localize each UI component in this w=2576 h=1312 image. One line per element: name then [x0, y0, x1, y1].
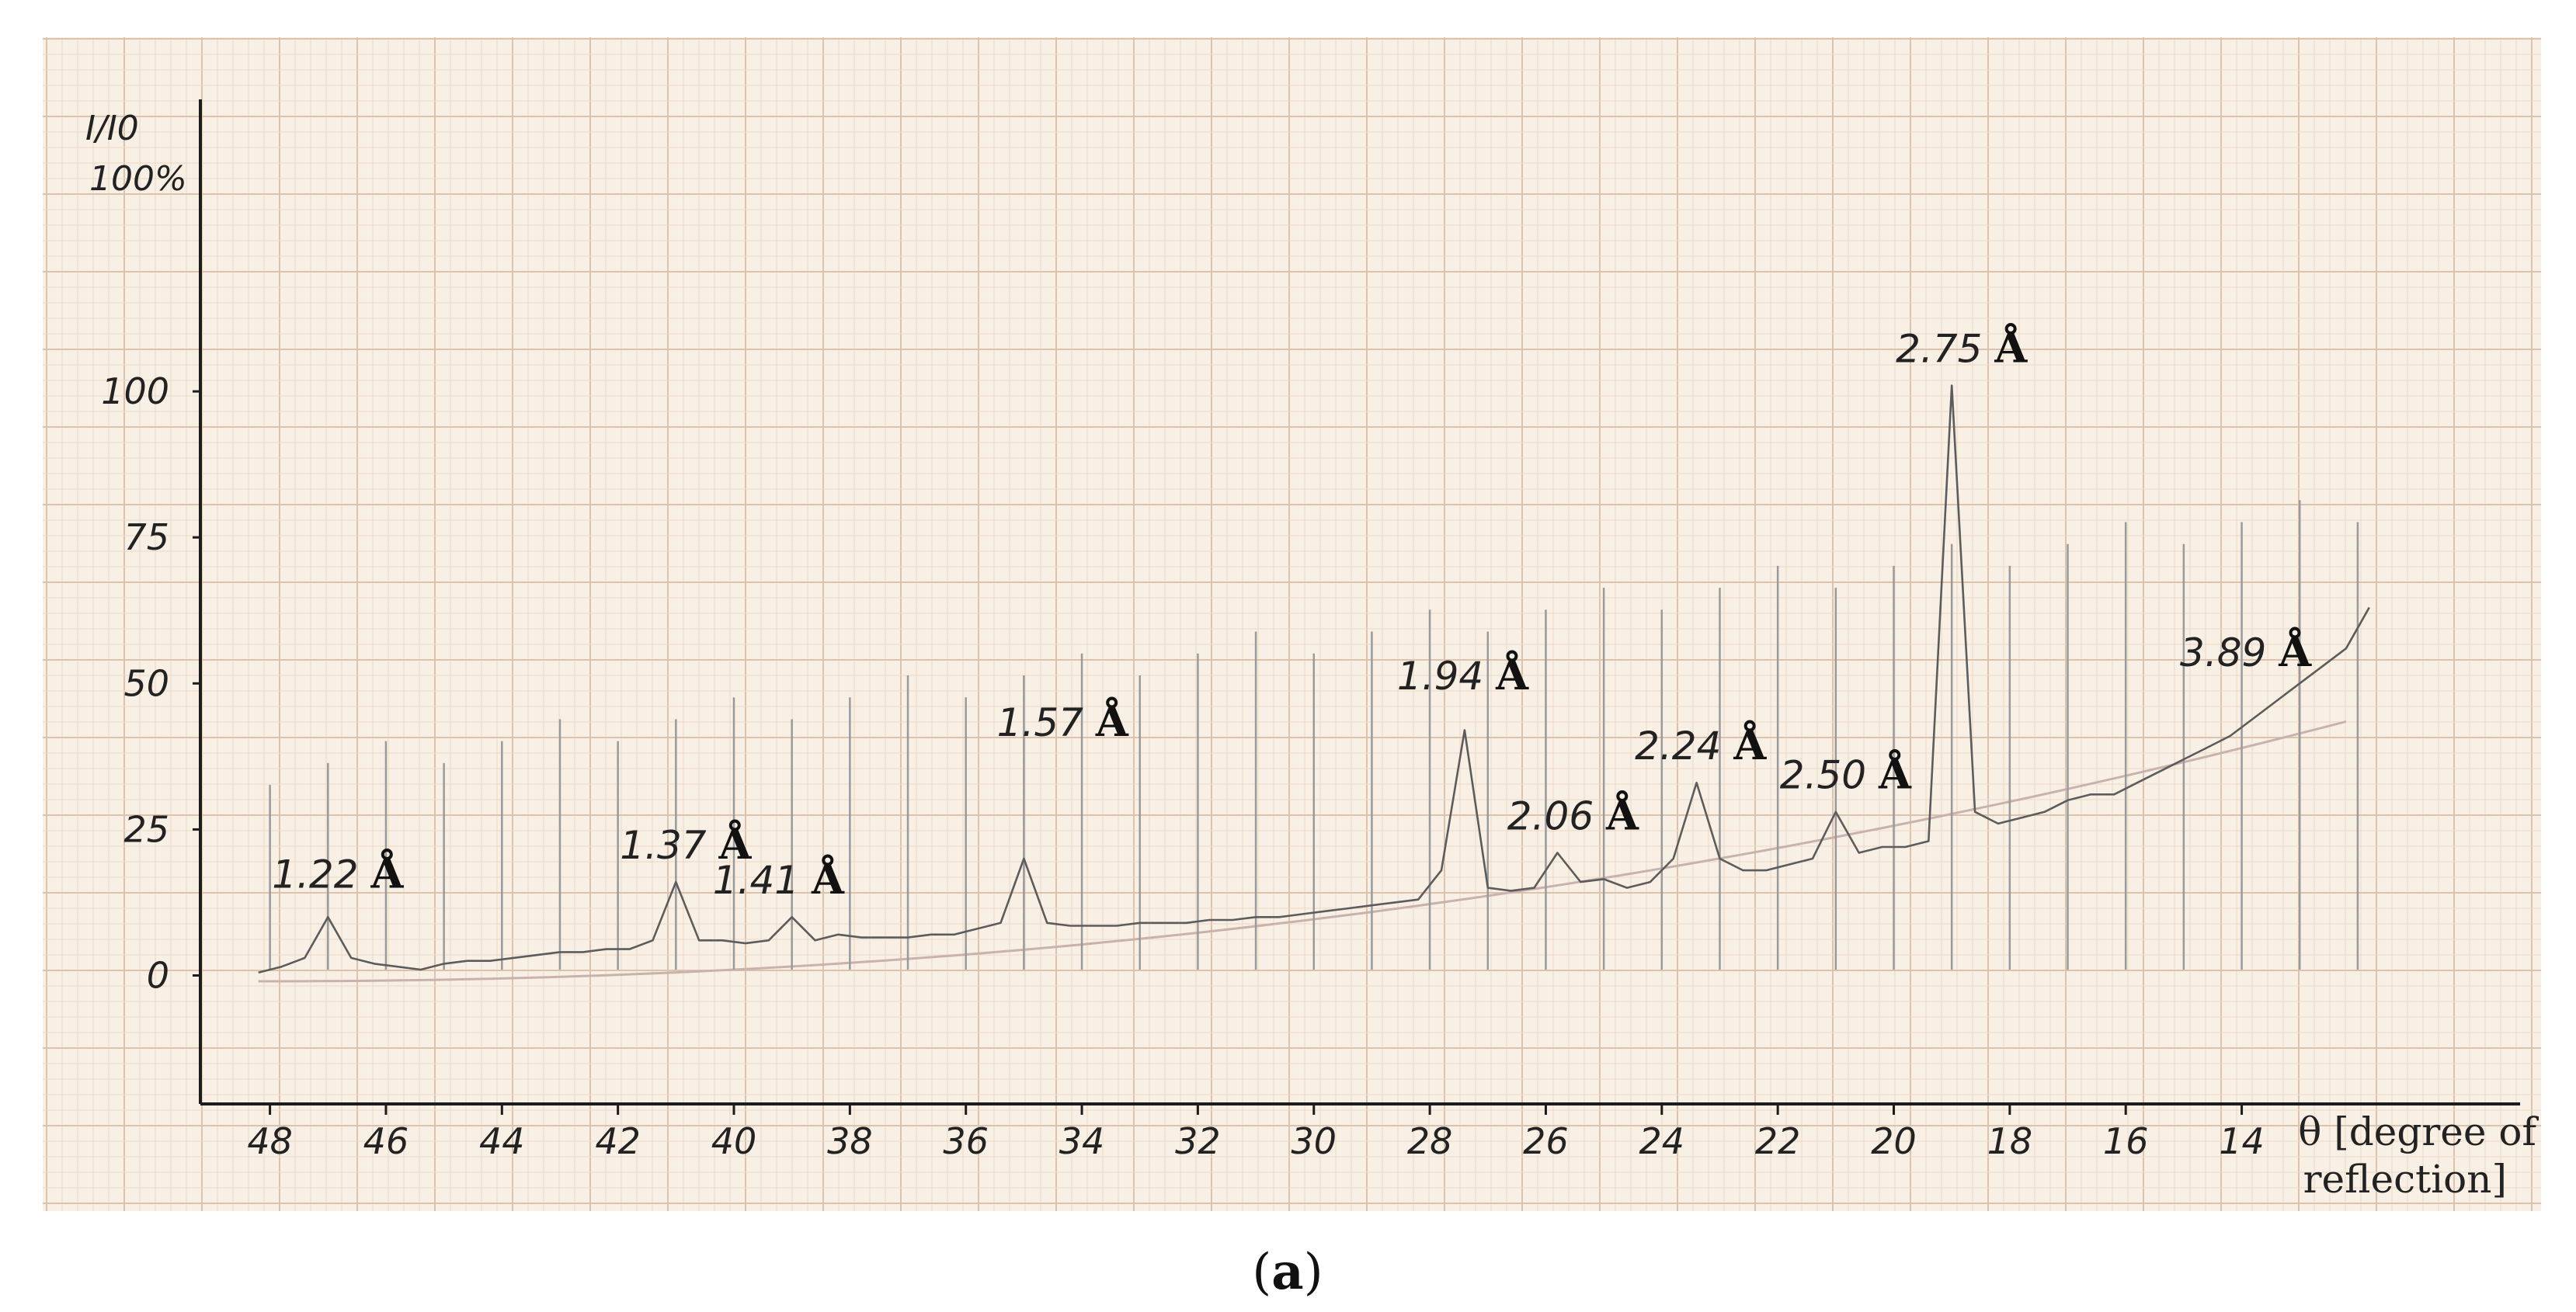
peak-annotation: 1.22 Å [272, 849, 404, 898]
x-tick-label: 44 [479, 1120, 525, 1162]
y-axis-ticks: 0 25 50 75 100 [101, 370, 200, 996]
peak-annotation-value: 2.24 [1635, 724, 1733, 769]
peak-annotation-unit: Å [811, 854, 845, 904]
caption-open-paren: ( [1252, 1244, 1271, 1301]
peak-annotation-value: 2.50 [1780, 753, 1879, 798]
y-axis-unit: 100% [89, 159, 187, 199]
peak-annotation: 1.37 Å [620, 819, 752, 869]
x-tick-label: 18 [1987, 1120, 2033, 1162]
graph-paper-grid [43, 37, 2541, 1211]
peak-annotation-unit: Å [1733, 720, 1767, 769]
peak-annotation: 2.24 Å [1635, 720, 1767, 769]
x-tick-label: 26 [1523, 1120, 1569, 1162]
peak-annotation-unit: Å [1095, 696, 1129, 746]
x-tick-label: 42 [595, 1120, 641, 1162]
y-tick-label: 100 [101, 370, 169, 412]
y-tick-label: 75 [123, 516, 169, 558]
peak-annotation-value: 1.94 [1397, 654, 1496, 699]
peak-annotation-unit: Å [370, 849, 404, 898]
peak-annotation-value: 1.37 [620, 823, 718, 868]
caption-letter: a [1271, 1243, 1303, 1301]
peak-annotations: 1.22 Å1.37 Å1.41 Å1.57 Å1.94 Å2.06 Å2.24… [272, 323, 2312, 904]
x-tick-label: 28 [1407, 1120, 1453, 1162]
y-tick-label: 25 [123, 808, 169, 850]
figure-caption: (a) [1252, 1243, 1323, 1301]
peak-annotation-value: 2.06 [1507, 793, 1606, 838]
x-tick-label: 16 [2103, 1120, 2149, 1162]
x-tick-label: 46 [363, 1120, 409, 1162]
x-tick-label: 34 [1059, 1120, 1105, 1162]
peak-annotation-unit: Å [1994, 323, 2028, 373]
peak-annotation: 3.89 Å [2180, 626, 2312, 676]
x-tick-label: 14 [2219, 1120, 2265, 1162]
x-tick-label: 24 [1639, 1120, 1685, 1162]
peak-annotation: 1.94 Å [1397, 650, 1529, 699]
series-line-intensity [258, 384, 2370, 974]
y-tick-label: 50 [123, 662, 169, 704]
y-tick-label: 0 [147, 954, 169, 996]
x-tick-label: 22 [1755, 1120, 1801, 1162]
graph-paper-background [43, 37, 2541, 1211]
x-tick-label: 48 [247, 1120, 293, 1162]
x-tick-label: 40 [711, 1120, 757, 1162]
peak-annotation: 1.57 Å [997, 696, 1129, 746]
x-axis-label-line-1: θ [degree of [2298, 1109, 2539, 1154]
peak-annotation: 2.75 Å [1896, 323, 2028, 373]
peak-annotation-unit: Å [2278, 626, 2312, 676]
x-axis-ticks: 48 46 44 42 40 38 36 34 32 30 28 26 24 22 20 18 16 14 [247, 1104, 2265, 1162]
peak-annotation: 2.06 Å [1507, 790, 1639, 839]
peak-annotation-value: 1.22 [272, 852, 370, 897]
peak-annotation: 1.41 Å [713, 854, 845, 904]
peak-annotation-value: 1.57 [997, 700, 1096, 745]
background-baseline [258, 720, 2347, 983]
peak-annotation-unit: Å [1878, 749, 1912, 799]
peak-annotation-unit: Å [718, 819, 753, 869]
x-tick-label: 38 [827, 1120, 873, 1162]
x-tick-label: 36 [943, 1120, 989, 1162]
y-axis-label: I/I0 [85, 109, 139, 148]
peak-annotation-unit: Å [1605, 790, 1639, 839]
caption-close-paren: ) [1304, 1244, 1323, 1301]
x-tick-label: 30 [1291, 1120, 1337, 1162]
peak-annotation-value: 1.41 [713, 858, 812, 903]
x-tick-label: 20 [1871, 1120, 1917, 1162]
x-axis-label-line-2: reflection] [2303, 1157, 2507, 1202]
peak-annotation-value: 2.75 [1896, 327, 1994, 372]
peak-annotation-unit: Å [1495, 650, 1529, 699]
peak-marker-lines [269, 500, 2359, 970]
peak-annotation-value: 3.89 [2180, 630, 2279, 675]
peak-annotation: 2.50 Å [1780, 749, 1912, 799]
x-tick-label: 32 [1175, 1120, 1221, 1162]
